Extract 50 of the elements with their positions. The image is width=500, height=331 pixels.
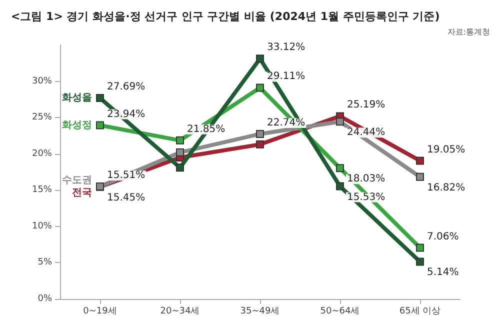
y-tick-label: 15% [32, 185, 52, 196]
series-label: 화성을 [62, 92, 92, 104]
data-label: 15.53% [347, 192, 386, 203]
point [256, 84, 264, 92]
x-tick-label: 65세 이상 [399, 306, 441, 316]
data-label: 25.19% [347, 100, 386, 111]
y-tick-label: 0% [38, 294, 52, 304]
data-label: 23.94% [107, 108, 146, 120]
point [416, 258, 424, 266]
point [176, 164, 184, 172]
x-tick-label: 0~19세 [83, 306, 117, 316]
y-tick-label: 5% [38, 258, 52, 268]
data-label: 5.14% [427, 267, 459, 278]
text: 자료:통계청 [447, 28, 490, 36]
point [416, 172, 424, 181]
y-tick-label: 30% [32, 76, 52, 86]
point [416, 156, 424, 165]
point [176, 148, 184, 156]
point [256, 130, 264, 138]
y-tick-label: 25% [32, 112, 52, 123]
x-tick-label: 50~64세 [320, 306, 360, 316]
point [336, 118, 344, 126]
data-label: 15.45% [107, 192, 146, 204]
point [336, 164, 344, 172]
point [256, 54, 264, 63]
point [416, 244, 424, 252]
chart-title: <그림 1> 경기 화성을·정 선거구 인구 구간별 비율 (2024년 1월 주민등록인구 기준) [11, 10, 440, 23]
data-label: 21.85% [187, 124, 226, 135]
data-label: 27.69% [107, 82, 146, 93]
data-label: 24.44% [347, 127, 386, 138]
data-label: 22.74% [267, 117, 306, 128]
point [336, 182, 344, 190]
series-label: 전국 [72, 187, 92, 198]
series-label: 화성정 [62, 120, 92, 131]
point [176, 136, 184, 144]
data-label: 7.06% [427, 231, 459, 242]
point [96, 94, 104, 102]
data-label: 29.11% [267, 71, 306, 82]
point [256, 140, 264, 148]
y-tick-label: 10% [32, 221, 52, 232]
x-tick-label: 35~49세 [240, 306, 280, 316]
point [96, 121, 104, 130]
y-tick-label: 20% [32, 148, 52, 159]
x-tick-label: 20~34세 [160, 306, 200, 316]
data-label: 19.05% [427, 144, 466, 156]
data-label: 15.51% [107, 170, 146, 181]
data-label: 33.12% [267, 42, 306, 54]
series-label: 수도권 [62, 174, 92, 186]
data-label: 16.82% [427, 182, 466, 194]
data-label: 18.03% [347, 174, 386, 185]
